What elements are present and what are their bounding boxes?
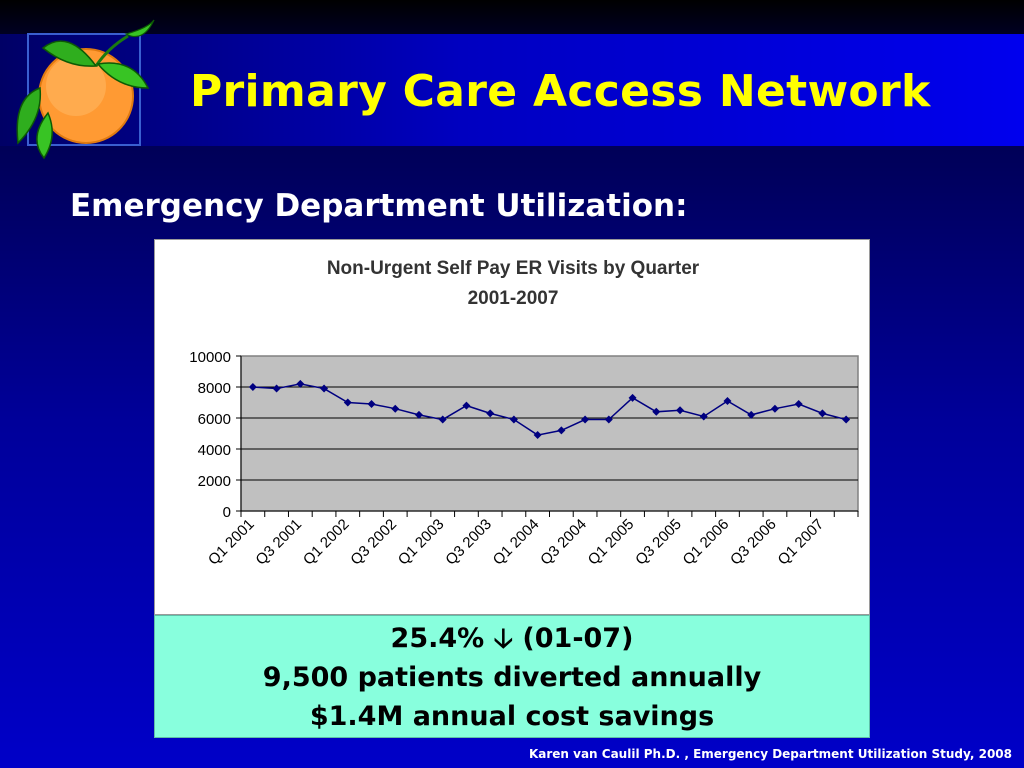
x-tick-label: Q1 2003 <box>395 516 448 569</box>
data-point <box>533 431 542 440</box>
y-tick-label: 4000 <box>198 442 231 459</box>
line-chart: Non-Urgent Self Pay ER Visits by Quarter… <box>189 258 859 569</box>
plot-area <box>240 355 859 512</box>
y-tick-label: 2000 <box>198 473 231 490</box>
data-point <box>628 393 637 402</box>
x-tick-label: Q3 2006 <box>727 516 780 569</box>
x-tick-label: Q1 2005 <box>585 516 638 569</box>
data-point <box>296 379 305 388</box>
orange-logo-icon <box>16 19 155 160</box>
data-point <box>462 401 471 410</box>
data-point <box>486 409 495 418</box>
data-point <box>794 400 803 409</box>
data-point <box>723 396 732 405</box>
y-tick-label: 0 <box>223 504 231 521</box>
chart-title: Non-Urgent Self Pay ER Visits by Quarter <box>327 258 700 279</box>
data-point <box>414 410 423 419</box>
data-point <box>699 412 708 421</box>
data-point <box>367 400 376 409</box>
data-point <box>770 404 779 413</box>
down-arrow-icon: 🡣 <box>493 623 513 654</box>
x-tick-label: Q1 2002 <box>300 516 353 569</box>
data-point <box>818 409 827 418</box>
x-tick-label: Q3 2001 <box>252 516 305 569</box>
period-range: (01-07) <box>522 623 634 654</box>
citation-footer: Karen van Caulil Ph.D. , Emergency Depar… <box>528 747 1012 761</box>
data-point <box>272 384 281 393</box>
title-bar <box>0 34 1024 146</box>
data-point <box>509 415 518 424</box>
data-point <box>747 410 756 419</box>
series-group <box>248 379 851 440</box>
data-point <box>248 383 257 391</box>
y-tick-label: 10000 <box>189 349 231 366</box>
top-bar <box>0 0 1024 34</box>
x-tick-label: Q1 2007 <box>775 516 828 569</box>
data-point <box>438 415 447 424</box>
data-point <box>581 415 590 424</box>
summary-line-3: $1.4M annual cost savings <box>309 701 715 732</box>
data-point <box>676 406 685 415</box>
data-point <box>604 415 613 424</box>
page-title: Primary Care Access Network <box>190 66 931 117</box>
x-tick-label: Q1 2006 <box>680 516 733 569</box>
x-tick-label: Q3 2003 <box>442 516 495 569</box>
summary-line-1: 25.4% 🡣 (01-07) <box>155 619 869 658</box>
data-point <box>391 404 400 413</box>
x-tick-label: Q3 2004 <box>537 516 590 569</box>
series-line <box>252 383 847 436</box>
chart-subtitle: 2001-2007 <box>468 288 559 309</box>
x-tick-label: Q3 2002 <box>347 516 400 569</box>
data-point <box>652 407 661 416</box>
y-tick-label: 6000 <box>198 411 231 428</box>
section-subtitle: Emergency Department Utilization: <box>70 188 688 224</box>
chart-panel: Non-Urgent Self Pay ER Visits by Quarter… <box>154 239 870 615</box>
data-point <box>557 426 566 435</box>
data-point <box>320 384 329 393</box>
x-tick-label: Q1 2004 <box>490 516 543 569</box>
decline-percent: 25.4% <box>390 623 485 654</box>
y-axis: 10000 8000 6000 4000 2000 0 <box>189 349 242 521</box>
x-tick-label: Q1 2001 <box>205 516 258 569</box>
x-tick-label: Q3 2005 <box>632 516 685 569</box>
data-point <box>842 415 851 424</box>
gridlines <box>241 386 858 481</box>
data-point <box>343 398 352 407</box>
summary-box: 25.4% 🡣 (01-07) 9,500 patients diverted … <box>154 615 870 738</box>
y-tick-label: 8000 <box>198 380 231 397</box>
summary-line-2: 9,500 patients diverted annually <box>262 662 762 693</box>
